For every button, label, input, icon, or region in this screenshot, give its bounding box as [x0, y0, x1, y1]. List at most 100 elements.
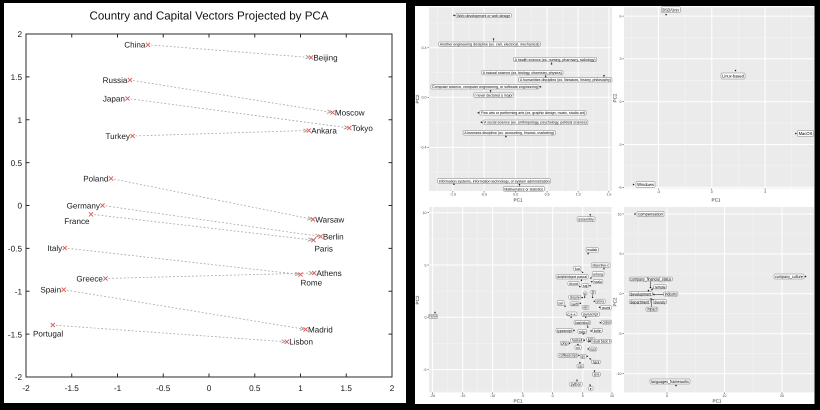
svg-text:java: java: [593, 373, 600, 377]
svg-text:-2: -2: [22, 384, 30, 393]
svg-text:BSD/Unix: BSD/Unix: [662, 7, 680, 12]
svg-text:objective-c: objective-c: [592, 264, 609, 268]
svg-text:clojure: clojure: [570, 296, 580, 300]
svg-text:Beijing: Beijing: [313, 53, 337, 62]
svg-text:perl: perl: [559, 301, 564, 305]
svg-text:6: 6: [620, 14, 622, 18]
svg-text:visual basic 6: visual basic 6: [592, 340, 610, 344]
svg-text:sql: sql: [583, 284, 588, 288]
svg-text:PC2: PC2: [415, 94, 420, 103]
svg-text:bash/shell: bash/shell: [575, 321, 590, 325]
svg-text:0: 0: [620, 292, 622, 296]
svg-text:lua: lua: [575, 267, 581, 271]
svg-text:Mathematics or statistics: Mathematics or statistics: [504, 187, 543, 191]
svg-text:elixir: elixir: [583, 306, 588, 310]
svg-text:Country and Capital Vectors Pr: Country and Capital Vectors Projected by…: [89, 10, 328, 23]
svg-text:coffeescript: coffeescript: [559, 354, 577, 358]
svg-text:Madrid: Madrid: [308, 325, 333, 334]
svg-text:-5: -5: [423, 368, 426, 372]
svg-text:-0.5: -0.5: [156, 384, 171, 393]
svg-text:diversity: diversity: [654, 299, 666, 304]
svg-text:10: 10: [723, 394, 727, 398]
svg-text:PC1: PC1: [713, 399, 722, 404]
svg-text:groovy: groovy: [596, 300, 604, 304]
svg-text:Computer science, computer eng: Computer science, computer engineering, …: [432, 85, 538, 89]
svg-text:development: development: [630, 291, 652, 296]
svg-text:-6: -6: [618, 186, 621, 190]
svg-text:2: 2: [390, 384, 395, 393]
svg-text:ruby: ruby: [579, 330, 586, 334]
svg-text:Berlin: Berlin: [323, 232, 344, 241]
svg-text:vb.net: vb.net: [569, 282, 578, 286]
svg-text:cobol: cobol: [602, 321, 610, 325]
svg-text:Portugal: Portugal: [33, 330, 63, 339]
svg-text:-1: -1: [114, 384, 122, 393]
svg-text:assembly: assembly: [578, 218, 594, 222]
svg-text:Windows: Windows: [637, 182, 654, 187]
svg-text:javascript: javascript: [582, 313, 598, 317]
svg-text:industry: industry: [665, 292, 678, 297]
svg-text:ocaml: ocaml: [602, 306, 611, 310]
svg-text:-2: -2: [15, 373, 23, 382]
svg-text:rust: rust: [590, 347, 596, 351]
svg-text:languages_frameworks: languages_frameworks: [651, 379, 689, 384]
svg-text:julia: julia: [587, 338, 594, 342]
svg-text:f#: f#: [592, 291, 595, 295]
svg-text:Turkey: Turkey: [105, 132, 130, 141]
svg-text:impact: impact: [647, 307, 657, 312]
svg-text:0.5: 0.5: [11, 159, 23, 168]
svg-text:I never declared a major: I never declared a major: [475, 94, 514, 98]
svg-text:Fine arts or performing arts (: Fine arts or performing arts (ex. graphi…: [481, 111, 585, 115]
svg-text:Another engineering discipline: Another engineering discipline (ex. civi…: [440, 43, 540, 47]
svg-text:2: 2: [17, 30, 22, 39]
svg-text:5: 5: [620, 252, 622, 256]
svg-text:typescript: typescript: [557, 329, 572, 333]
svg-text:-0.4: -0.4: [420, 146, 426, 150]
svg-text:0.0: 0.0: [422, 96, 427, 100]
svg-text:c: c: [584, 292, 586, 296]
svg-text:PC2: PC2: [415, 295, 420, 304]
svg-text:-5: -5: [618, 332, 621, 336]
svg-text:10: 10: [618, 212, 622, 216]
svg-text:remote: remote: [655, 284, 666, 289]
svg-text:php: php: [561, 342, 567, 346]
svg-text:Rome: Rome: [301, 279, 323, 288]
svg-text:Greece: Greece: [76, 274, 103, 283]
svg-text:-0.5: -0.5: [481, 193, 487, 197]
svg-text:-4: -4: [657, 190, 660, 194]
svg-text:Athens: Athens: [317, 269, 342, 278]
svg-text:-15: -15: [460, 394, 465, 398]
svg-text:css: css: [578, 364, 583, 368]
svg-text:0: 0: [711, 190, 713, 194]
svg-text:c#: c#: [576, 346, 581, 350]
svg-text:PC1: PC1: [712, 198, 721, 203]
svg-text:A humanities discipline (ex. l: A humanities discipline (ex. literature,…: [520, 78, 611, 82]
svg-text:hack: hack: [593, 360, 600, 364]
svg-text:A natural science (ex. biology: A natural science (ex. biology, chemistr…: [483, 71, 562, 75]
svg-text:China: China: [124, 41, 146, 50]
svg-text:PC1: PC1: [514, 399, 523, 404]
svg-text:-20: -20: [430, 394, 435, 398]
svg-text:1: 1: [298, 384, 303, 393]
svg-text:-10: -10: [490, 394, 495, 398]
svg-text:5: 5: [582, 394, 584, 398]
svg-text:Warsaw: Warsaw: [315, 215, 344, 224]
svg-text:1: 1: [17, 116, 22, 125]
svg-text:0: 0: [17, 202, 22, 211]
svg-text:Germany: Germany: [67, 201, 101, 210]
svg-text:-10: -10: [616, 372, 621, 376]
svg-text:0: 0: [207, 384, 212, 393]
svg-text:5: 5: [425, 263, 427, 267]
svg-text:go: go: [581, 355, 585, 359]
svg-text:haskell: haskell: [572, 339, 583, 343]
svg-text:python: python: [571, 383, 581, 387]
svg-text:erlang: erlang: [593, 272, 603, 276]
svg-text:0: 0: [425, 316, 427, 320]
svg-text:PC2: PC2: [613, 297, 618, 306]
svg-text:Moscow: Moscow: [335, 108, 365, 117]
svg-text:c++: c++: [567, 312, 576, 316]
svg-text:Japan: Japan: [103, 94, 125, 103]
svg-text:PC1: PC1: [514, 198, 523, 203]
svg-text:html: html: [429, 315, 436, 319]
svg-text:-5: -5: [521, 394, 524, 398]
